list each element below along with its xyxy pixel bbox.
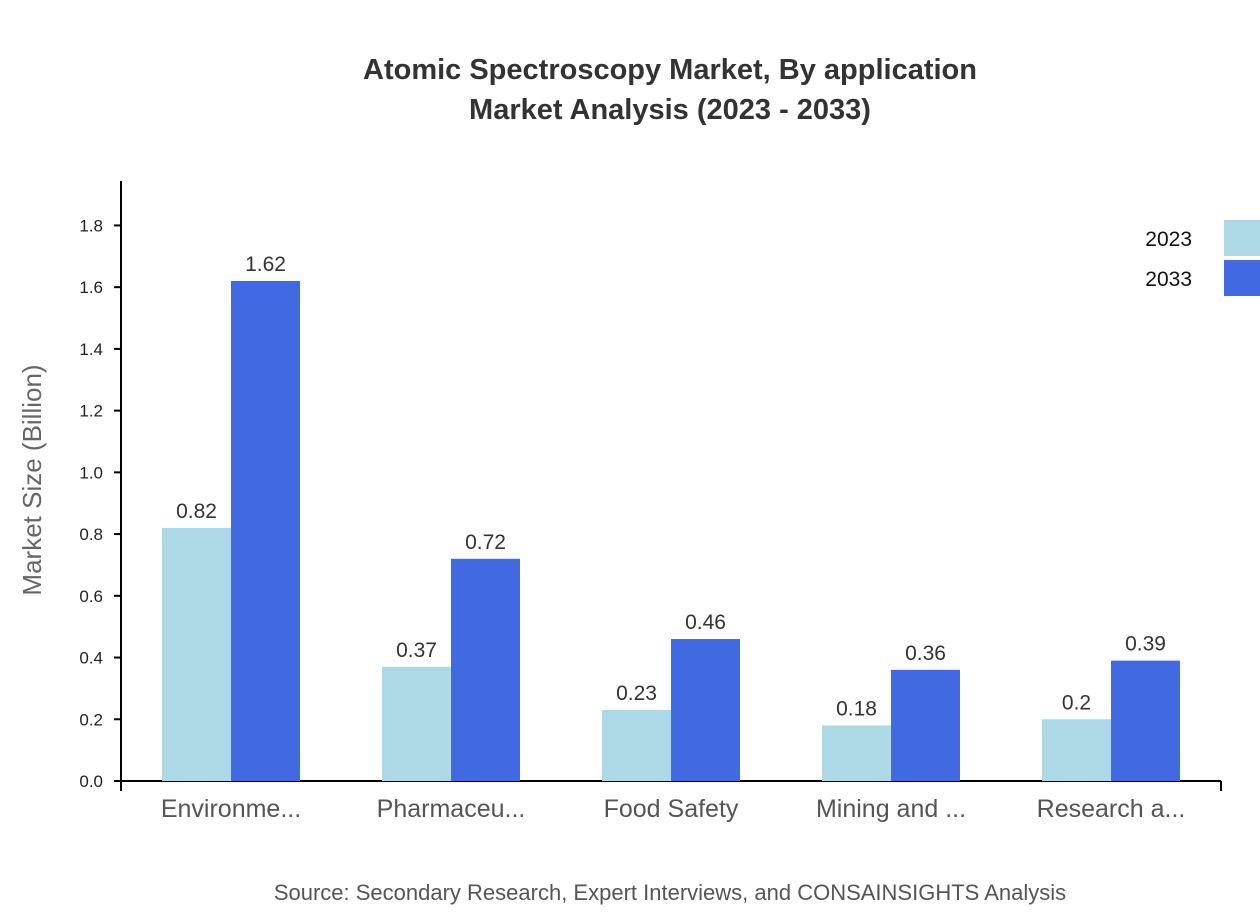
x-category-label: Pharmaceu... [377,795,526,823]
y-tick-label: 0.0 [79,772,103,791]
bar-2023[interactable] [822,725,891,781]
y-tick-label: 1.8 [79,216,103,235]
data-label: 1.62 [245,253,286,276]
chart-title-line-1: Atomic Spectroscopy Market, By applicati… [363,54,977,86]
source-note: Source: Secondary Research, Expert Inter… [274,880,1066,905]
y-tick-label: 0.2 [79,710,103,729]
x-category-label: Environme... [161,795,301,823]
data-label: 0.39 [1125,633,1166,656]
bar-2023[interactable] [1042,719,1111,781]
data-label: 0.36 [905,642,946,665]
y-tick-label: 1.0 [79,463,103,482]
data-label: 0.37 [396,639,437,662]
y-tick-label: 0.6 [79,587,103,606]
bar-2033[interactable] [1111,660,1180,781]
data-label: 0.72 [465,531,506,554]
legend-label: 2033 [1145,268,1192,291]
bar-2023[interactable] [382,666,451,781]
y-tick-label: 1.2 [79,402,103,421]
chart-title-line-2: Market Analysis (2023 - 2033) [469,94,871,126]
bar-2023[interactable] [162,527,231,781]
legend-swatch-2023 [1224,220,1260,256]
data-label: 0.46 [685,611,726,634]
bar-2023[interactable] [602,710,671,781]
bar-2033[interactable] [451,558,520,781]
bar-2033[interactable] [231,281,300,781]
bar-2033[interactable] [671,639,740,781]
y-tick-label: 0.4 [79,649,103,668]
x-category-label: Food Safety [604,795,739,823]
data-label: 0.82 [176,500,217,523]
y-axis-label: Market Size (Billion) [17,364,47,595]
bar-2033[interactable] [891,669,960,781]
y-tick-label: 1.6 [79,278,103,297]
y-tick-label: 0.8 [79,525,103,544]
x-category-label: Research a... [1037,795,1186,823]
y-tick-label: 1.4 [79,340,103,359]
legend-label: 2023 [1145,228,1192,251]
x-category-label: Mining and ... [816,795,966,823]
data-label: 0.2 [1062,691,1091,714]
data-label: 0.23 [616,682,657,705]
data-label: 0.18 [836,697,877,720]
legend-swatch-2033 [1224,260,1260,296]
